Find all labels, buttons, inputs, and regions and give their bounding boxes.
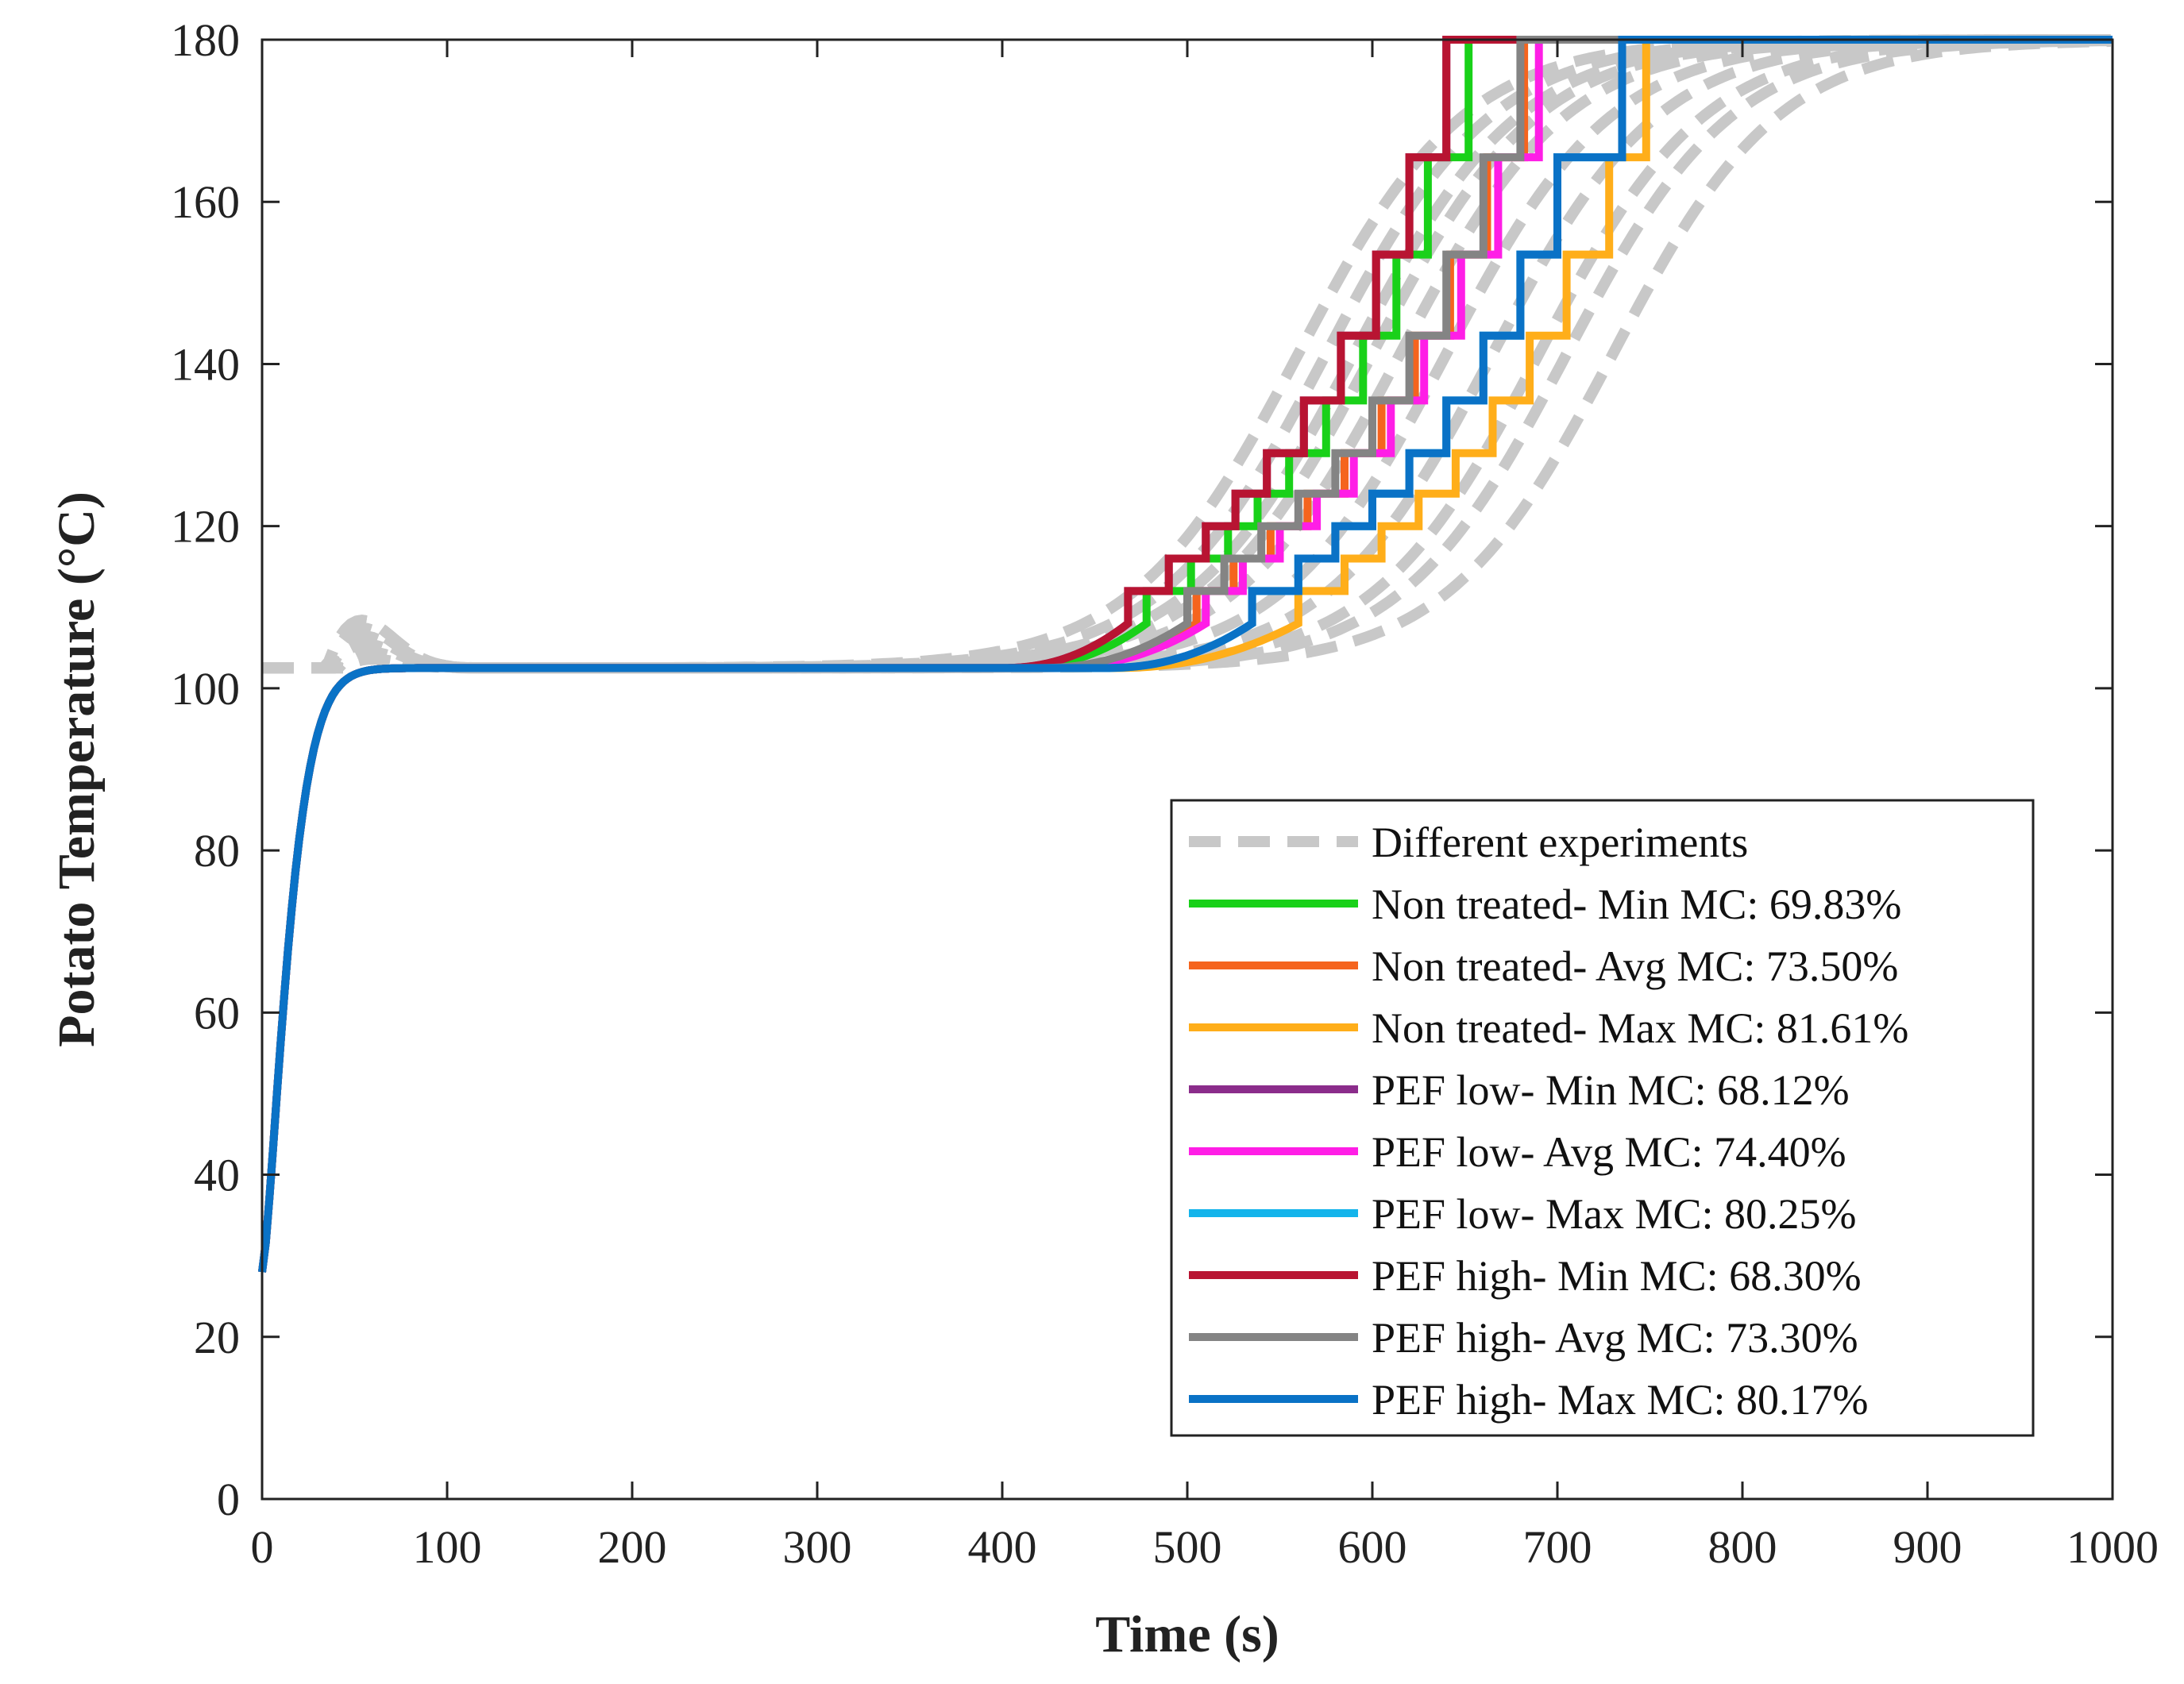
legend-label: PEF low- Min MC: 68.12%	[1372, 1066, 1850, 1114]
legend-label: Non treated- Avg MC: 73.50%	[1372, 942, 1898, 990]
y-axis-title: Potato Temperature (°C)	[48, 491, 106, 1047]
legend-label: PEF high- Avg MC: 73.30%	[1372, 1314, 1858, 1362]
legend: Different experiments Non treated- Min MC…	[1170, 799, 2035, 1437]
series-line	[258, 36, 2113, 1273]
experiment-curve	[262, 34, 2111, 674]
y-tick-label: 20	[194, 1312, 240, 1363]
y-tick-label: 140	[171, 338, 240, 390]
x-tick-label: 300	[783, 1521, 852, 1573]
plot-curves	[258, 34, 2113, 1273]
legend-label: PEF low- Avg MC: 74.40%	[1372, 1128, 1846, 1176]
legend-label: Non treated- Max MC: 81.61%	[1372, 1004, 1908, 1052]
legend-label: PEF high- Max MC: 80.17%	[1372, 1376, 1869, 1424]
x-tick-label: 0	[251, 1521, 274, 1573]
x-tick-label: 200	[598, 1521, 667, 1573]
legend-label: PEF low- Max MC: 80.25%	[1372, 1190, 1857, 1238]
x-tick-label: 500	[1153, 1521, 1222, 1573]
y-tick-label: 100	[171, 663, 240, 715]
x-tick-label: 1000	[2066, 1521, 2159, 1573]
axis-ticks: 0 100 200 300 400 500 600 700 800 900 1000 0 20 40 60 8…	[171, 14, 2159, 1573]
x-tick-label: 100	[413, 1521, 482, 1573]
y-tick-label: 40	[194, 1150, 240, 1201]
y-tick-label: 80	[194, 825, 240, 877]
legend-label: Different experiments	[1372, 819, 1748, 866]
x-axis-title: Time (s)	[1095, 1605, 1279, 1663]
experiment-curve	[262, 34, 2111, 674]
x-tick-label: 600	[1338, 1521, 1407, 1573]
x-tick-label: 800	[1708, 1521, 1777, 1573]
experiment-curve	[262, 34, 2111, 674]
y-tick-label: 0	[217, 1474, 240, 1525]
x-tick-label: 400	[968, 1521, 1037, 1573]
y-tick-label: 120	[171, 501, 240, 553]
x-tick-label: 700	[1523, 1521, 1592, 1573]
y-tick-label: 180	[171, 14, 240, 66]
y-tick-label: 160	[171, 176, 240, 228]
legend-label: Non treated- Min MC: 69.83%	[1372, 881, 1901, 928]
legend-label: PEF high- Min MC: 68.30%	[1372, 1252, 1862, 1300]
x-tick-label: 900	[1893, 1521, 1962, 1573]
y-tick-label: 60	[194, 987, 240, 1039]
